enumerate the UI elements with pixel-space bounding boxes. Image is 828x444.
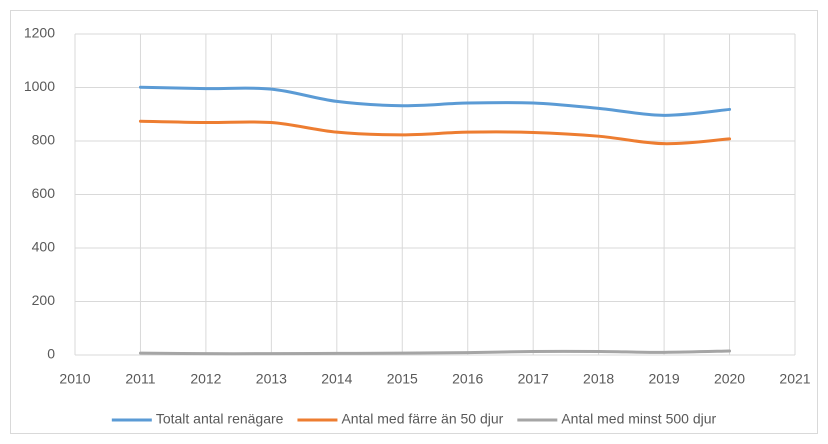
x-tick-label: 2010 [59, 371, 90, 387]
line [138, 85, 732, 117]
x-tick-label: 2017 [518, 371, 549, 387]
y-tick-label: 1000 [24, 78, 55, 94]
legend-label: Totalt antal renägare [156, 411, 284, 427]
y-tick-label: 600 [32, 185, 56, 201]
y-tick-label: 1200 [24, 25, 55, 41]
y-tick-label: 400 [32, 239, 56, 255]
y-tick-label: 200 [32, 292, 56, 308]
y-tick-label: 800 [32, 132, 56, 148]
x-tick-label: 2014 [321, 371, 352, 387]
x-tick-label: 2020 [714, 371, 745, 387]
x-tick-label: 2013 [256, 371, 287, 387]
x-tick-label: 2015 [387, 371, 418, 387]
x-tick-label: 2019 [649, 371, 680, 387]
legend-label: Antal med färre än 50 djur [341, 411, 503, 427]
x-tick-label: 2016 [452, 371, 483, 387]
x-tick-label: 2018 [583, 371, 614, 387]
legend-label: Antal med minst 500 djur [561, 411, 716, 427]
chart-border [10, 10, 818, 434]
x-tick-label: 2012 [190, 371, 221, 387]
x-tick-label: 2021 [779, 371, 810, 387]
x-tick-label: 2011 [125, 371, 155, 387]
y-tick-label: 0 [47, 346, 55, 362]
line [138, 119, 732, 146]
line [138, 349, 732, 356]
